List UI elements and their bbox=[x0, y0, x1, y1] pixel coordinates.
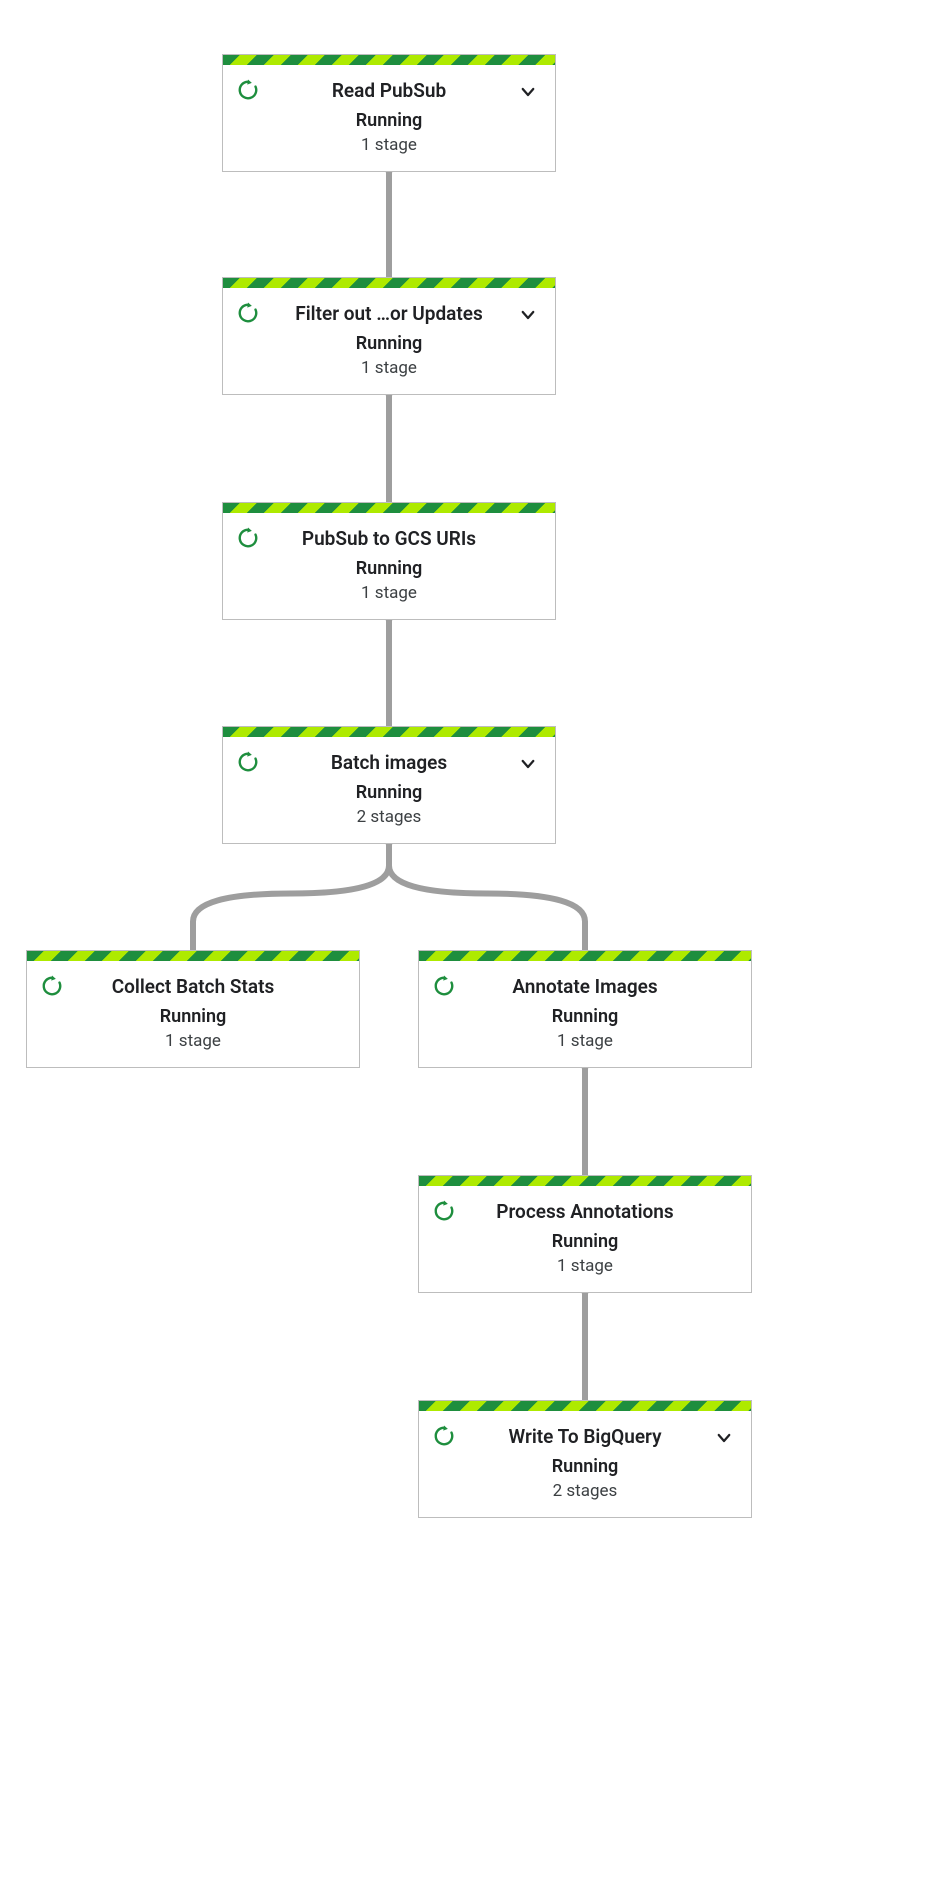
node-status: Running bbox=[241, 558, 537, 579]
pipeline-node-batch-images[interactable]: Batch images Running 2 stages bbox=[222, 726, 556, 844]
node-title: Collect Batch Stats bbox=[45, 975, 341, 1000]
node-stage-count: 1 stage bbox=[437, 1031, 733, 1051]
running-status-icon bbox=[433, 1425, 455, 1447]
node-stage-count: 1 stage bbox=[437, 1256, 733, 1276]
running-stripe bbox=[223, 55, 555, 65]
pipeline-node-process-annotations[interactable]: Process Annotations Running 1 stage bbox=[418, 1175, 752, 1293]
node-status: Running bbox=[241, 333, 537, 354]
node-status: Running bbox=[241, 782, 537, 803]
pipeline-node-pubsub-to-gcs[interactable]: PubSub to GCS URIs Running 1 stage bbox=[222, 502, 556, 620]
chevron-down-icon[interactable] bbox=[715, 1429, 733, 1447]
pipeline-edge bbox=[193, 837, 389, 950]
running-stripe bbox=[223, 503, 555, 513]
running-stripe bbox=[419, 1401, 751, 1411]
chevron-down-icon[interactable] bbox=[519, 83, 537, 101]
node-stage-count: 1 stage bbox=[241, 358, 537, 378]
node-title: PubSub to GCS URIs bbox=[241, 527, 537, 552]
running-stripe bbox=[27, 951, 359, 961]
running-status-icon bbox=[433, 1200, 455, 1222]
node-stage-count: 2 stages bbox=[437, 1481, 733, 1501]
node-stage-count: 2 stages bbox=[241, 807, 537, 827]
pipeline-node-read-pubsub[interactable]: Read PubSub Running 1 stage bbox=[222, 54, 556, 172]
node-stage-count: 1 stage bbox=[45, 1031, 341, 1051]
node-title: Write To BigQuery bbox=[437, 1425, 733, 1450]
node-title: Read PubSub bbox=[241, 79, 537, 104]
chevron-down-icon[interactable] bbox=[519, 755, 537, 773]
node-title: Batch images bbox=[241, 751, 537, 776]
node-stage-count: 1 stage bbox=[241, 583, 537, 603]
pipeline-node-annotate-images[interactable]: Annotate Images Running 1 stage bbox=[418, 950, 752, 1068]
node-stage-count: 1 stage bbox=[241, 135, 537, 155]
running-status-icon bbox=[237, 79, 259, 101]
node-title: Filter out …or Updates bbox=[241, 302, 537, 327]
node-title: Annotate Images bbox=[437, 975, 733, 1000]
node-title: Process Annotations bbox=[437, 1200, 733, 1225]
node-status: Running bbox=[241, 110, 537, 131]
running-status-icon bbox=[237, 751, 259, 773]
running-status-icon bbox=[237, 302, 259, 324]
pipeline-node-filter-updates[interactable]: Filter out …or Updates Running 1 stage bbox=[222, 277, 556, 395]
running-status-icon bbox=[41, 975, 63, 997]
node-status: Running bbox=[437, 1231, 733, 1252]
running-status-icon bbox=[433, 975, 455, 997]
pipeline-node-collect-batch-stats[interactable]: Collect Batch Stats Running 1 stage bbox=[26, 950, 360, 1068]
running-status-icon bbox=[237, 527, 259, 549]
pipeline-edge bbox=[389, 837, 585, 950]
node-status: Running bbox=[437, 1456, 733, 1477]
running-stripe bbox=[223, 278, 555, 288]
chevron-down-icon[interactable] bbox=[519, 306, 537, 324]
node-status: Running bbox=[437, 1006, 733, 1027]
running-stripe bbox=[419, 1176, 751, 1186]
running-stripe bbox=[223, 727, 555, 737]
node-status: Running bbox=[45, 1006, 341, 1027]
running-stripe bbox=[419, 951, 751, 961]
pipeline-node-write-to-bigquery[interactable]: Write To BigQuery Running 2 stages bbox=[418, 1400, 752, 1518]
